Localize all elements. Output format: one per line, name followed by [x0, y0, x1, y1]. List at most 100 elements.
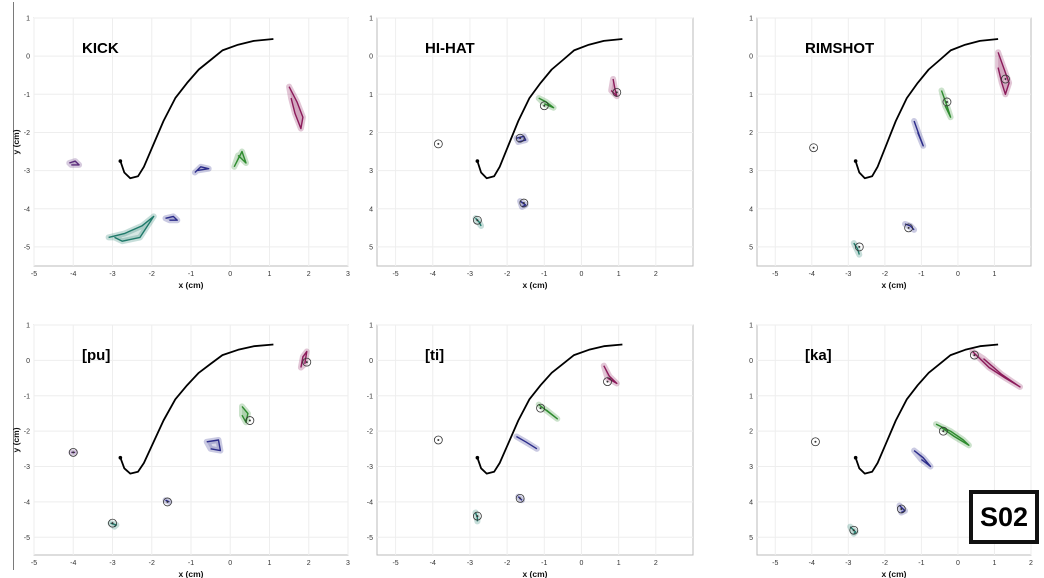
reference-circle	[896, 504, 906, 514]
reference-dot	[852, 529, 855, 532]
x-tick-label: 1	[617, 271, 621, 278]
panel-3: -5 -4 -3 -2 -1 0 1 1 0 1 2 3 4 5 x (cm) RIMSHOT	[749, 16, 1032, 290]
y-tick-label: 2	[369, 130, 373, 137]
reference-dot	[942, 430, 945, 433]
y-tick-label: 3	[749, 464, 753, 471]
x-tick-label: 1	[617, 560, 621, 567]
x-tick-label: 0	[580, 271, 584, 278]
reference-circle	[68, 447, 78, 457]
x-tick-label: 0	[228, 560, 232, 567]
x-tick-label: -3	[109, 271, 115, 278]
y-axis-label: y (cm)	[11, 129, 21, 154]
x-tick-label: -3	[845, 560, 851, 567]
panel-title: [ka]	[805, 347, 832, 364]
x-tick-label: 0	[956, 271, 960, 278]
reference-circle	[811, 437, 820, 447]
panel-title: [pu]	[82, 347, 110, 364]
x-tick-label: -4	[70, 271, 76, 278]
palate-contour	[854, 38, 999, 180]
reference-circle	[938, 426, 948, 436]
x-tick-label: 1	[993, 560, 997, 567]
x-tick-label: 2	[654, 271, 658, 278]
reference-circle	[612, 88, 622, 97]
x-axis-label: x (cm)	[881, 280, 906, 290]
x-tick-label: -4	[809, 271, 815, 278]
y-tick-label: 1	[749, 323, 753, 330]
x-tick-label: -3	[467, 560, 473, 567]
x-tick-label: 2	[307, 560, 311, 567]
reference-dot	[812, 146, 815, 149]
y-tick-label: 3	[749, 168, 753, 175]
trajectory-line	[538, 404, 558, 420]
y-tick-label: -3	[24, 168, 30, 175]
reference-dot	[476, 219, 479, 222]
reference-circle	[245, 416, 255, 425]
x-tick-label: -1	[188, 271, 194, 278]
reference-dot	[519, 497, 522, 500]
y-tick-label: -1	[367, 393, 373, 400]
x-tick-label: -5	[772, 560, 778, 567]
reference-dot	[1004, 78, 1007, 81]
reference-circle	[163, 497, 172, 507]
y-tick-label: 5	[369, 244, 373, 251]
y-tick-label: 4	[749, 206, 753, 213]
x-tick-label: 0	[580, 560, 584, 567]
x-tick-label: -2	[504, 271, 510, 278]
y-tick-label: 3	[369, 168, 373, 175]
x-tick-label: 1	[268, 560, 272, 567]
trajectory-line	[849, 526, 857, 535]
reference-circle	[854, 242, 864, 252]
subject-badge: S02	[969, 490, 1039, 544]
x-tick-label: 2	[307, 271, 311, 278]
reference-dot	[907, 226, 910, 229]
trajectory-line	[853, 242, 860, 255]
x-tick-label: -4	[430, 560, 436, 567]
panel-title: KICK	[82, 40, 119, 57]
x-tick-label: -1	[918, 560, 924, 567]
trajectory-line	[516, 435, 538, 450]
trajectory-line	[997, 52, 1010, 96]
panel-5: -5 -4 -3 -2 -1 0 1 2 1 0 -1 -2 -3 -4 -5 x (cm) [ti]	[367, 323, 694, 578]
left-rule	[13, 2, 14, 570]
y-tick-label: -4	[24, 206, 30, 213]
x-tick-label: 2	[654, 560, 658, 567]
reference-dot	[111, 522, 114, 525]
reference-circle	[472, 511, 482, 521]
x-tick-label: -2	[504, 560, 510, 567]
palate-start-point	[118, 455, 123, 460]
x-axis-label: x (cm)	[178, 280, 203, 290]
x-tick-label: -1	[918, 271, 924, 278]
reference-dot	[858, 245, 861, 248]
y-tick-label: 1	[749, 393, 753, 400]
trajectory-line	[194, 166, 210, 174]
reference-circle	[108, 518, 117, 528]
trajectory-line	[288, 86, 304, 130]
trajectory-line	[972, 350, 1021, 388]
x-tick-label: -5	[31, 560, 37, 567]
reference-dot	[900, 508, 903, 510]
trajectory-line	[69, 160, 80, 166]
palate-start-point	[118, 159, 123, 163]
reference-dot	[305, 361, 308, 364]
reference-dot	[437, 142, 440, 145]
y-tick-label: 1	[369, 16, 373, 23]
x-tick-label: -4	[70, 560, 76, 567]
y-tick-label: 1	[369, 323, 373, 330]
trajectory-line	[913, 450, 932, 468]
plot-area	[756, 17, 1032, 267]
reference-circle	[1001, 74, 1010, 84]
y-tick-label: 0	[749, 54, 753, 61]
y-tick-label: 2	[749, 429, 753, 436]
y-tick-label: 1	[749, 92, 753, 99]
reference-dot	[945, 100, 948, 103]
y-tick-label: -2	[24, 130, 30, 137]
x-tick-label: 3	[346, 271, 350, 278]
reference-circle	[904, 223, 914, 233]
x-tick-label: 0	[228, 271, 232, 278]
panel-title: RIMSHOT	[805, 40, 874, 57]
reference-dot	[973, 354, 976, 357]
trajectory-line	[233, 150, 247, 168]
palate-contour	[476, 343, 623, 475]
y-tick-label: -5	[367, 535, 373, 542]
panel-2: -5 -4 -3 -2 -1 0 1 2 1 0 1 2 3 4 5 x (cm) HI-HAT	[369, 16, 694, 290]
